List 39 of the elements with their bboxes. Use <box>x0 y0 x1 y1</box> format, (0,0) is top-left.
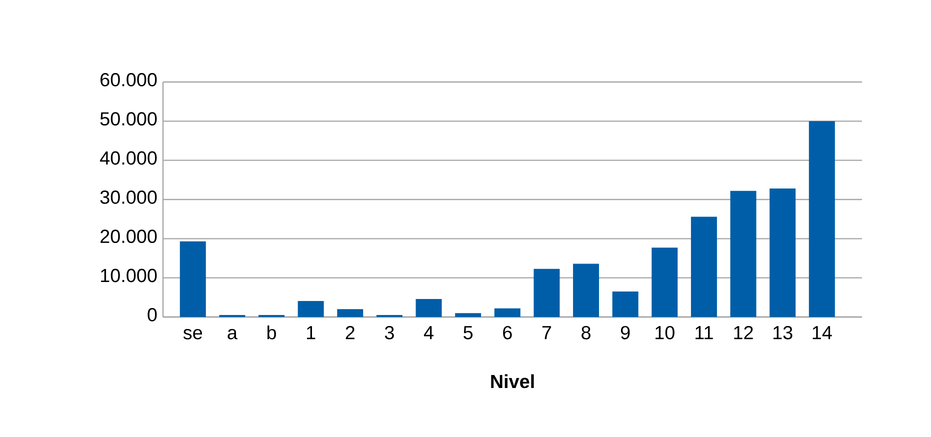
bar <box>455 313 482 317</box>
x-axis-title: Nivel <box>491 374 534 388</box>
y-tick-label: 20.000 <box>100 230 157 244</box>
x-tick-label: 3 <box>384 326 394 340</box>
bar <box>690 216 717 317</box>
bar <box>612 292 638 317</box>
x-tick-label: se <box>183 328 202 340</box>
x-tick-label: 7 <box>542 326 552 340</box>
bar <box>534 268 560 317</box>
bar <box>770 188 796 317</box>
x-tick-label: 10 <box>656 326 674 340</box>
x-tick-label: b <box>267 325 276 340</box>
x-tick-label: 11 <box>696 326 713 340</box>
x-tick-label: 12 <box>734 326 753 340</box>
bar <box>573 264 600 317</box>
y-tick-label: 0 <box>148 308 157 322</box>
y-tick-label: 10.000 <box>101 268 157 282</box>
x-tick-label: 2 <box>346 326 354 340</box>
bar <box>180 241 206 317</box>
x-tick-label: a <box>228 328 238 340</box>
x-tick-label: 6 <box>503 326 512 340</box>
bar <box>298 300 324 317</box>
x-tick-label: 5 <box>464 326 473 340</box>
bar <box>808 121 835 317</box>
y-tick-label: 60.000 <box>100 72 157 86</box>
x-tick-label: 13 <box>774 326 792 340</box>
bar <box>416 298 442 317</box>
bar <box>337 309 364 317</box>
x-tick-label: 9 <box>620 326 630 340</box>
bar <box>494 308 520 317</box>
y-tick-label: 40.000 <box>100 151 157 165</box>
bar <box>652 248 678 317</box>
x-tick-label: 1 <box>306 326 316 340</box>
y-tick-label: 50.000 <box>100 112 157 126</box>
bar <box>730 190 756 317</box>
y-tick-label: 30.000 <box>100 190 157 204</box>
x-tick-label: 4 <box>424 326 434 340</box>
x-tick-label: 14 <box>812 326 832 340</box>
x-tick-label: 8 <box>582 326 590 340</box>
